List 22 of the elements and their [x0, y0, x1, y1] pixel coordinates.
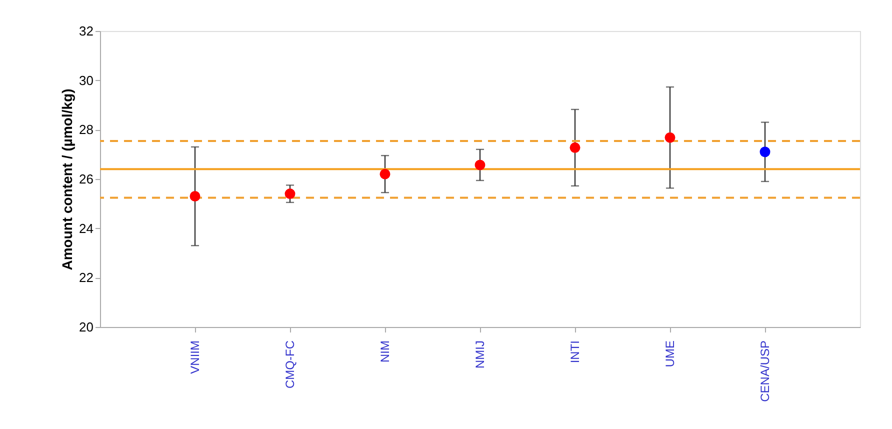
y-tick-label: 20	[79, 320, 94, 334]
x-tick-label: UME	[663, 340, 677, 368]
x-tick-label: NIM	[378, 340, 392, 362]
point	[190, 191, 200, 202]
y-tick-label: 30	[79, 72, 94, 88]
x-tick-label: NMIJ	[473, 340, 487, 368]
y-axis-title: Amount content / (µmol/kg)	[59, 88, 76, 270]
x-tick-label: CENA/USP	[758, 340, 772, 402]
x-tick-label: INTI	[568, 340, 582, 364]
x-tick-label: CMQ-FC	[283, 340, 297, 388]
point	[760, 146, 770, 158]
y-tick-label: 28	[79, 122, 94, 138]
y-tick-label: 24	[79, 220, 94, 236]
point	[474, 160, 486, 170]
point	[570, 142, 580, 153]
point	[664, 132, 676, 143]
point	[380, 168, 390, 180]
y-tick-label: 26	[79, 172, 94, 186]
y-tick-label: 22	[79, 270, 94, 286]
x-tick-label: VNIIM	[188, 340, 202, 374]
y-tick-label: 32	[79, 24, 94, 38]
point	[284, 188, 296, 200]
